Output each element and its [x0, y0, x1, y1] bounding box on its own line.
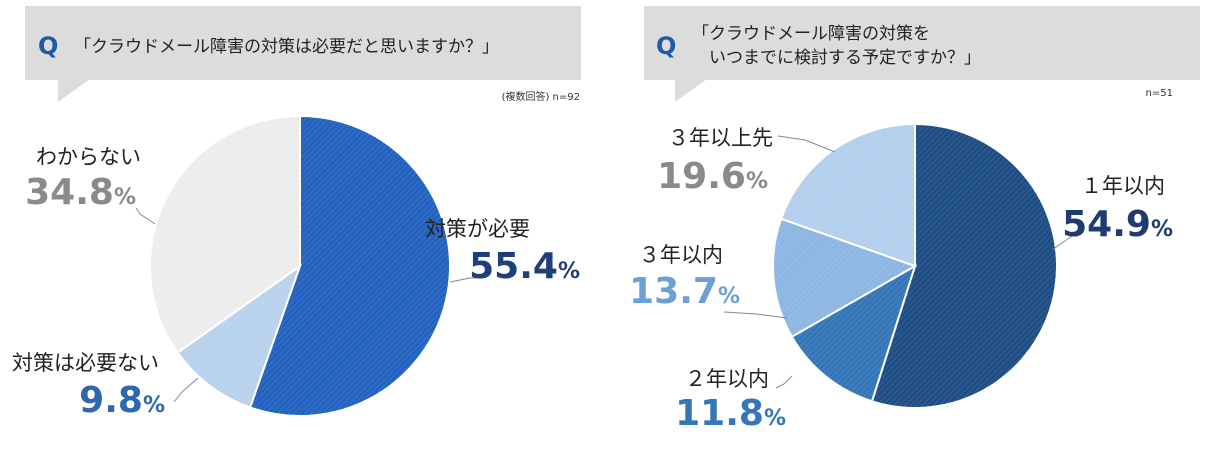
leader-line-1 [449, 277, 480, 283]
leader-line-3 [723, 311, 788, 319]
slice-value-1: 54.9% [1062, 204, 1173, 245]
slice-label-1: 対策が必要 [425, 217, 530, 241]
question-mark: Q [38, 32, 59, 60]
slice-label-4: ３年以上先 [668, 126, 773, 150]
question-line-1: 「クラウドメール障害の対策を [692, 24, 930, 44]
leader-line-4 [777, 135, 836, 153]
left-chart-panel: Q 「クラウドメール障害の対策は必要だと思いますか？」 (複数回答) n=92 … [0, 0, 600, 463]
slice-value-2: 11.8% [675, 393, 786, 434]
question-box [25, 6, 581, 80]
question-line-2: いつまでに検討する予定ですか？」 [692, 48, 981, 68]
pie-slice-2 [176, 263, 302, 409]
leader-line-1 [1051, 235, 1078, 251]
question-box [644, 6, 1200, 80]
leader-line-2 [775, 375, 793, 389]
slice-label-1: １年以内 [1081, 174, 1165, 198]
slice-label-3: ３年以内 [639, 243, 723, 267]
sample-note: (複数回答) n=92 [501, 92, 580, 103]
leader-line-2 [173, 377, 199, 403]
pie-chart: 対策が必要 55.4% 対策は必要ない 9.8% わからない 34.8% [12, 114, 580, 421]
pie-slice-3 [772, 217, 918, 339]
question-box-tail [675, 79, 707, 102]
leader-line-3 [135, 207, 156, 225]
pie-slice-1 [870, 122, 1058, 409]
slice-label-2: ２年以内 [685, 367, 769, 391]
slice-value-3: 34.8% [25, 172, 136, 213]
slice-value-4: 19.6% [657, 156, 768, 197]
slice-label-2: 対策は必要ない [12, 351, 159, 375]
pie-slice-4 [779, 122, 916, 268]
slice-label-3: わからない [36, 145, 141, 169]
question-box-tail [58, 79, 90, 102]
slice-value-1: 55.4% [469, 246, 580, 287]
slice-value-3: 13.7% [629, 271, 740, 312]
right-chart-panel: Q 「クラウドメール障害の対策を いつまでに検討する予定ですか？」 n=51 １… [620, 0, 1207, 463]
question-line: 「クラウドメール障害の対策は必要だと思いますか？」 [74, 37, 499, 57]
sample-note: n=51 [1145, 88, 1173, 99]
slice-value-2: 9.8% [79, 380, 165, 421]
pie-slice-2 [790, 263, 917, 403]
pie-slice-3 [149, 114, 301, 355]
question-mark: Q [656, 32, 677, 60]
